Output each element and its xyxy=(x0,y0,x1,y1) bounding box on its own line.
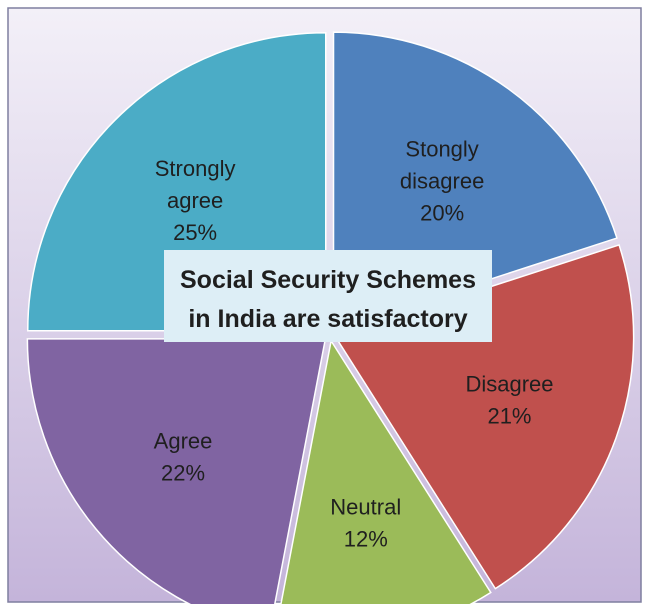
chart-title-line-1: Social Security Schemes xyxy=(180,266,476,294)
pie-slice-label-1: Disagree xyxy=(465,372,553,397)
pie-slice-label-0: Stongly xyxy=(405,137,478,162)
pie-slice-label-0: disagree xyxy=(400,169,484,194)
chart-title-line-2: in India are satisfactory xyxy=(188,305,467,333)
pie-slice-percent-3: 22% xyxy=(161,461,205,486)
pie-slice-label-2: Neutral xyxy=(330,494,401,519)
pie-slice-label-4: Strongly xyxy=(155,156,236,181)
pie-slice-percent-4: 25% xyxy=(173,220,217,245)
pie-slice-2 xyxy=(279,338,492,609)
pie-slice-labels: Stongly disagree 20% Disagree 21% Neutral 12% A… xyxy=(154,137,554,552)
pie-slice-label-3: Agree xyxy=(154,429,213,454)
pie-slice-percent-0: 20% xyxy=(420,201,464,226)
pie-slice-percent-2: 12% xyxy=(344,526,388,551)
pie-slice-label-4: agree xyxy=(167,188,223,213)
chart-title-background xyxy=(164,250,492,342)
chart-title-box: Social Security Schemes in India are sat… xyxy=(164,250,492,342)
pie-slice-3 xyxy=(26,338,327,609)
pie-slice-percent-1: 21% xyxy=(487,404,531,429)
